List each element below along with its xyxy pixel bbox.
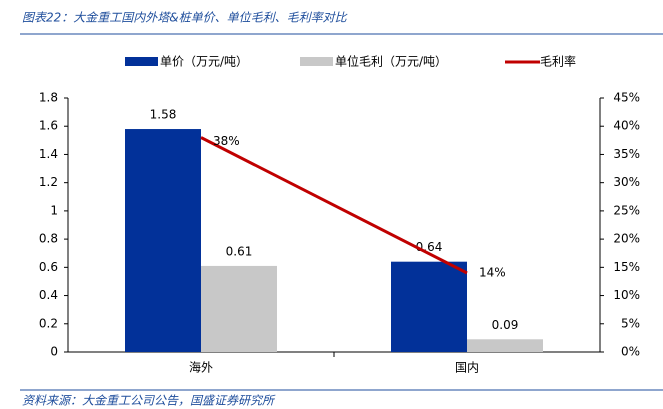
y2-tick-label: 30% [613, 175, 640, 189]
legend-swatch [125, 57, 158, 66]
line-label: 14% [479, 265, 506, 279]
bar [467, 339, 543, 352]
y-tick-label: 1.6 [39, 119, 58, 133]
y-tick-label: 0.6 [39, 260, 58, 274]
data-label: 0.61 [226, 244, 253, 258]
y-tick-label: 1.8 [39, 91, 58, 105]
x-tick-label: 海外 [189, 360, 213, 375]
x-tick-label: 国内 [455, 361, 479, 375]
y2-tick-label: 45% [613, 91, 640, 105]
y-tick-label: 1.2 [39, 175, 58, 189]
bar [201, 265, 277, 352]
line-label: 38% [213, 134, 240, 148]
y-tick-label: 0 [50, 345, 58, 359]
y-tick-label: 0.2 [39, 316, 58, 330]
data-label: 0.09 [492, 318, 519, 332]
line [200, 136, 468, 275]
y2-tick-label: 10% [613, 288, 640, 302]
y2-tick-label: 0% [621, 345, 640, 359]
legend-label: 毛利率 [540, 54, 576, 69]
legend-swatch [300, 57, 333, 66]
bar [391, 261, 467, 352]
legend-label: 单价（万元/吨） [160, 55, 248, 69]
y2-tick-label: 40% [613, 119, 640, 133]
legend-label: 单位毛利（万元/吨） [335, 54, 447, 69]
y2-tick-label: 15% [613, 260, 640, 274]
source: 资料来源：大金重工公司公告，国盛证券研究所 [22, 394, 276, 408]
y2-tick-label: 20% [613, 232, 640, 246]
y-tick-label: 1.4 [39, 147, 58, 161]
chart-title: 图表22：大金重工国内外塔&桩单价、单位毛利、毛利率对比 [22, 11, 348, 25]
y-tick-label: 0.8 [39, 232, 58, 246]
y-tick-label: 1 [50, 203, 58, 217]
y2-tick-label: 25% [613, 203, 640, 217]
y2-tick-label: 35% [613, 147, 640, 161]
data-label: 1.58 [150, 108, 177, 122]
y-tick-label: 0.4 [39, 288, 58, 302]
bar [125, 129, 201, 352]
y2-tick-label: 5% [621, 316, 640, 330]
